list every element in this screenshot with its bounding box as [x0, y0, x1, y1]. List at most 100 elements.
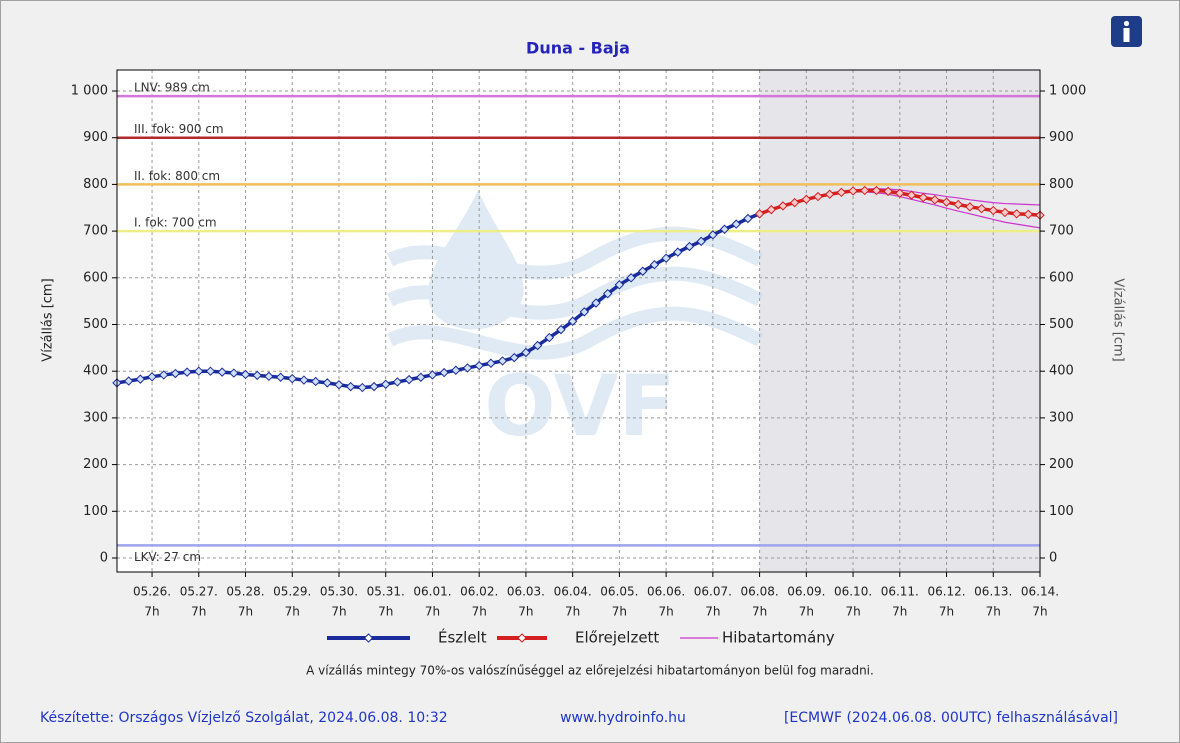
x-tick-time: 7h — [191, 605, 206, 619]
marker — [462, 363, 473, 373]
marker — [275, 372, 286, 382]
footer-right: [ECMWF (2024.06.08. 00UTC) felhasználásá… — [784, 710, 1118, 726]
marker — [509, 352, 519, 363]
x-tick-time: 7h — [425, 605, 440, 619]
marker — [696, 236, 706, 247]
marker — [474, 360, 484, 371]
marker — [824, 189, 835, 199]
x-tick-time: 7h — [331, 605, 346, 619]
marker — [451, 365, 461, 375]
marker — [416, 372, 426, 382]
info-icon[interactable] — [1111, 16, 1142, 47]
threshold-label: II. fok: 800 cm — [134, 169, 220, 183]
y-tick-label: 900 — [83, 130, 108, 145]
chart-title: Duna - Baja — [526, 39, 630, 58]
marker — [988, 205, 998, 216]
y2-tick-label: 1 000 — [1049, 84, 1086, 99]
y2-tick-label: 500 — [1049, 317, 1074, 332]
y2-tick-label: 600 — [1049, 270, 1074, 285]
legend-label: Hibatartomány — [722, 629, 835, 647]
marker — [205, 366, 216, 376]
x-tick-label: 06.10. — [834, 585, 872, 599]
marker — [719, 224, 730, 234]
x-tick-label: 06.11. — [881, 585, 919, 599]
y-tick-label: 400 — [83, 364, 108, 379]
x-tick-label: 05.30. — [320, 585, 358, 599]
marker — [497, 356, 508, 366]
x-tick-label: 06.02. — [460, 585, 498, 599]
marker — [1011, 209, 1022, 219]
marker — [848, 186, 858, 196]
marker — [906, 190, 917, 200]
marker — [322, 378, 333, 388]
marker — [532, 340, 543, 351]
marker — [194, 366, 204, 376]
x-tick-label: 06.06. — [647, 585, 685, 599]
x-tick-time: 7h — [705, 605, 720, 619]
marker — [240, 369, 251, 380]
x-tick-label: 05.26. — [133, 585, 171, 599]
marker — [930, 195, 940, 205]
marker — [941, 197, 952, 207]
marker — [404, 374, 414, 385]
legend-marker — [363, 633, 374, 643]
x-tick-time: 7h — [986, 605, 1001, 619]
legend-marker — [517, 633, 527, 643]
marker — [953, 199, 963, 210]
watermark-text: OVF — [484, 357, 676, 455]
x-tick-label: 06.09. — [787, 585, 825, 599]
marker — [614, 280, 625, 290]
info-icon-stem[interactable] — [1123, 28, 1130, 42]
marker — [357, 382, 368, 393]
marker — [182, 367, 192, 377]
marker — [217, 367, 227, 377]
x-tick-time: 7h — [285, 605, 300, 619]
x-tick-time: 7h — [144, 605, 159, 619]
marker — [661, 253, 671, 263]
marker — [918, 192, 928, 203]
marker — [287, 373, 297, 384]
x-tick-time: 7h — [892, 605, 907, 619]
x-tick-label: 06.14. — [1021, 585, 1059, 599]
marker — [486, 358, 496, 368]
info-icon-dot[interactable] — [1123, 20, 1130, 27]
footer-left: Készítette: Országos Vízjelző Szolgálat,… — [40, 710, 448, 726]
marker — [603, 288, 613, 299]
x-tick-time: 7h — [565, 605, 580, 619]
threshold-label: LKV: 27 cm — [134, 550, 201, 564]
marker — [334, 380, 344, 390]
marker — [159, 370, 169, 380]
x-tick-time: 7h — [378, 605, 393, 619]
y2-tick-label: 400 — [1049, 364, 1074, 379]
x-tick-label: 05.28. — [226, 585, 264, 599]
x-tick-label: 05.27. — [180, 585, 218, 599]
marker — [591, 298, 601, 308]
marker — [299, 375, 309, 385]
marker — [883, 186, 893, 197]
marker — [649, 260, 660, 270]
x-tick-time: 7h — [1032, 605, 1047, 619]
marker — [801, 194, 812, 205]
y2-tick-label: 300 — [1049, 410, 1074, 425]
marker — [754, 209, 765, 219]
marker — [427, 370, 438, 380]
y-tick-label: 0 — [100, 550, 108, 565]
marker — [264, 371, 274, 382]
marker — [544, 332, 554, 343]
marker — [813, 191, 823, 202]
marker — [521, 347, 531, 358]
marker — [673, 247, 683, 257]
y-tick-label: 600 — [83, 270, 108, 285]
marker — [708, 230, 718, 240]
x-tick-label: 06.01. — [413, 585, 451, 599]
threshold-label: LNV: 989 cm — [134, 81, 210, 95]
marker — [392, 377, 403, 387]
y2-tick-label: 100 — [1049, 504, 1074, 519]
x-tick-time: 7h — [939, 605, 954, 619]
x-tick-label: 06.05. — [600, 585, 638, 599]
marker — [778, 201, 788, 211]
y-tick-label: 200 — [83, 457, 108, 472]
marker — [381, 379, 391, 389]
marker — [638, 266, 648, 276]
